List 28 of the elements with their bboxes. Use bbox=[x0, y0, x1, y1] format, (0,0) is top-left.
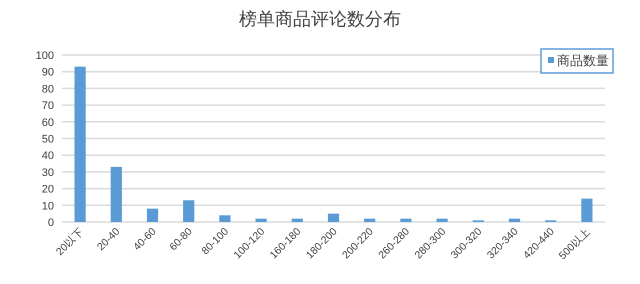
bar bbox=[508, 218, 520, 222]
bar bbox=[364, 218, 376, 222]
bar bbox=[581, 198, 593, 222]
bar bbox=[219, 215, 231, 222]
chart-title: 榜单商品评论数分布 bbox=[239, 9, 401, 29]
bar bbox=[328, 214, 340, 222]
x-tick-label: 20以下 bbox=[53, 224, 86, 258]
bar bbox=[146, 208, 158, 222]
bar bbox=[436, 218, 448, 222]
y-tick-label: 30 bbox=[42, 166, 54, 179]
y-tick-label: 40 bbox=[42, 150, 54, 162]
bar bbox=[183, 200, 194, 222]
y-tick-label: 60 bbox=[42, 116, 54, 129]
y-tick-label: 20 bbox=[42, 184, 54, 196]
y-tick-label: 0 bbox=[48, 217, 54, 229]
y-tick-label: 80 bbox=[42, 83, 54, 96]
bar bbox=[255, 218, 267, 222]
y-tick-label: 100 bbox=[36, 50, 54, 62]
x-tick-label: 500以上 bbox=[556, 224, 594, 262]
bar bbox=[110, 166, 122, 222]
y-tick-label: 90 bbox=[42, 66, 54, 79]
y-tick-label: 10 bbox=[42, 200, 54, 212]
bar bbox=[400, 218, 412, 222]
y-tick-label: 50 bbox=[42, 134, 54, 146]
bar bbox=[74, 66, 86, 222]
bar bbox=[292, 218, 303, 222]
legend-label: 商品数量 bbox=[557, 53, 609, 68]
y-tick-label: 70 bbox=[42, 100, 54, 112]
